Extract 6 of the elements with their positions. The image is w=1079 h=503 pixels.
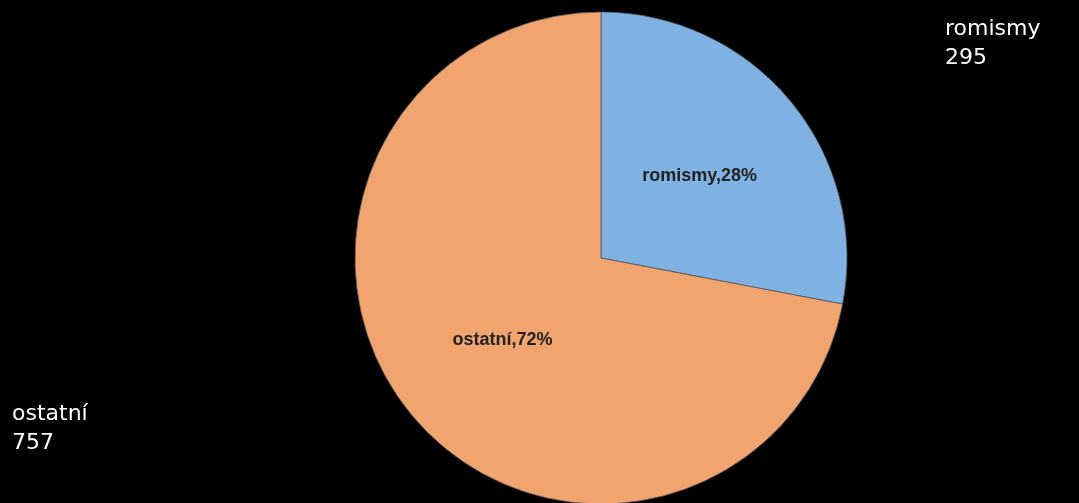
pie-slice (354, 11, 844, 503)
text: ostatní 757 (12, 400, 89, 454)
data-label: ,28% (715, 165, 757, 186)
text: romismy 295 (945, 15, 1041, 69)
data-label: ,72% (511, 328, 553, 349)
slice-label: romismy (642, 165, 718, 186)
